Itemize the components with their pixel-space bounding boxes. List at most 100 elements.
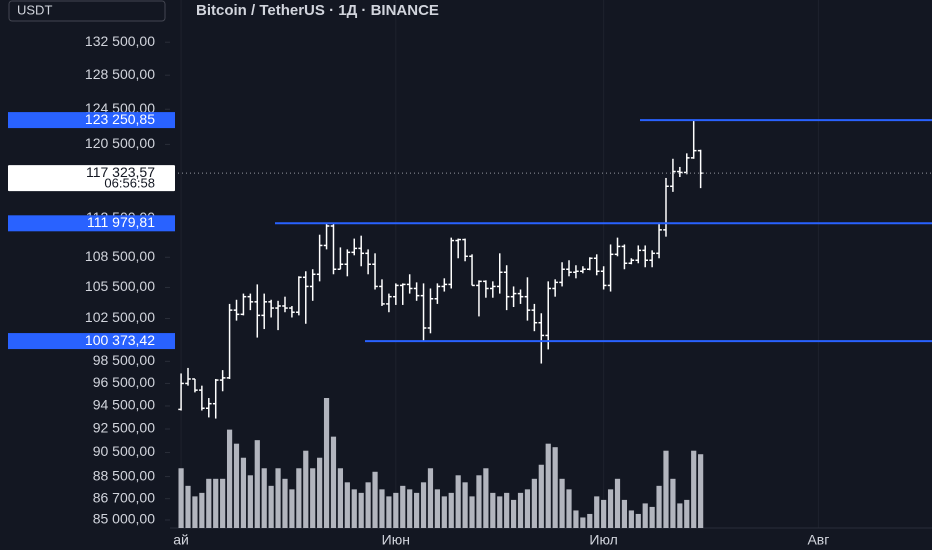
volume-bar — [587, 513, 593, 528]
volume-bar — [698, 454, 704, 528]
last-price-label: 117 323,57 — [86, 164, 155, 180]
volume-bar — [233, 443, 240, 528]
volume-bar — [510, 499, 517, 528]
x-tick-label: Авг — [807, 532, 829, 548]
volume-bar — [206, 478, 212, 528]
volume-bar — [420, 482, 427, 528]
volume-bar — [469, 496, 475, 528]
volume-bar — [538, 464, 544, 528]
volume-bar — [684, 499, 690, 528]
volume-bar — [351, 489, 357, 528]
volume-bar — [594, 496, 600, 528]
volume-bar — [677, 503, 683, 528]
level-price-box — [8, 112, 175, 129]
volume-bar — [531, 478, 537, 528]
volume-bar — [601, 499, 607, 528]
volume-bar — [337, 468, 344, 528]
volume-bar — [573, 510, 579, 528]
volume-bar — [400, 485, 406, 528]
volume-bar — [254, 440, 260, 528]
last-price-box — [8, 165, 175, 192]
volume-bar — [670, 478, 676, 528]
volume-bar — [490, 492, 496, 528]
y-tick-label: 120 500,00 — [85, 135, 155, 151]
level-price-label: 123 250,85 — [85, 111, 155, 127]
volume-bar — [642, 503, 648, 528]
volume-bar — [178, 468, 184, 528]
volume-bar — [275, 468, 281, 528]
volume-bar — [524, 489, 531, 528]
volume-bar — [545, 443, 551, 528]
volume-bar — [199, 492, 205, 528]
volume-bar — [580, 517, 586, 528]
y-tick-label: 90 500,00 — [93, 443, 155, 459]
y-tick-label: 132 500,00 — [85, 33, 155, 49]
level-price-box — [8, 215, 175, 232]
volume-bar — [185, 485, 191, 528]
volume-bar — [462, 482, 468, 528]
x-tick-label: Июл — [589, 532, 617, 548]
volume-bar — [372, 471, 378, 528]
volume-bar — [614, 478, 621, 528]
x-tick-label: Июн — [382, 532, 410, 548]
volume-bar — [552, 447, 558, 528]
volume-bar — [407, 489, 413, 528]
volume-bar — [192, 496, 198, 528]
volume-bar — [663, 450, 669, 528]
y-tick-label: 86 700,00 — [93, 489, 155, 505]
volume-bar — [607, 489, 614, 528]
plot-area — [170, 0, 932, 529]
volume-bar — [386, 496, 392, 528]
volume-bar — [289, 489, 295, 528]
volume-bar — [268, 485, 274, 528]
price-axis: 132 500,00 128 500,00 124 500,00 120 500,00… — [8, 33, 175, 527]
x-tick-label: ай — [173, 532, 189, 548]
volume-bar — [310, 468, 316, 528]
volume-bar — [497, 496, 503, 528]
volume-bar — [358, 492, 364, 528]
volume-bar — [559, 478, 565, 528]
currency-label[interactable]: USDT — [17, 2, 52, 17]
volume-bar — [628, 510, 634, 528]
y-tick-label: 94 500,00 — [93, 397, 155, 413]
volume-bar — [441, 496, 447, 528]
volume-bar — [504, 492, 510, 528]
volume-bar — [240, 457, 247, 528]
y-tick-label: 108 500,00 — [85, 248, 155, 264]
volume-bar — [427, 468, 434, 528]
volume-bar — [414, 492, 420, 528]
countdown-label: 06:56:58 — [104, 176, 155, 191]
volume-bar — [296, 468, 302, 528]
volume-bar — [635, 513, 641, 528]
volume-bar — [261, 468, 267, 528]
volume-bar — [317, 457, 323, 528]
volume-bar — [344, 482, 350, 528]
y-tick-label: 96 500,00 — [93, 374, 155, 390]
volume-bar — [455, 475, 461, 528]
volume-bar — [393, 492, 399, 528]
y-tick-label: 128 500,00 — [85, 66, 155, 82]
chart-title: Bitcoin / TetherUS · 1Д · BINANCE — [196, 2, 439, 19]
y-tick-label: 98 500,00 — [93, 352, 155, 368]
volume-bar — [656, 485, 662, 528]
y-tick-label: 102 500,00 — [85, 309, 155, 325]
y-tick-label: 105 500,00 — [85, 278, 155, 294]
volume-bar — [434, 489, 440, 528]
price-axis-panel — [0, 0, 170, 528]
level-price-label: 111 979,81 — [87, 214, 155, 230]
currency-button[interactable] — [8, 0, 166, 22]
volume-bar — [476, 475, 482, 528]
volume-bar — [566, 489, 572, 528]
y-tick-label: 85 000,00 — [93, 511, 155, 527]
volume-bar — [448, 492, 454, 528]
level-price-box — [8, 333, 175, 350]
volume-bar — [213, 478, 219, 528]
volume-bar — [247, 475, 253, 528]
y-tick-label: 88 500,00 — [93, 467, 155, 483]
volume-bar — [483, 468, 489, 528]
volume-bar — [365, 482, 371, 528]
volume-bar — [323, 398, 330, 528]
volume-bar — [220, 478, 226, 528]
